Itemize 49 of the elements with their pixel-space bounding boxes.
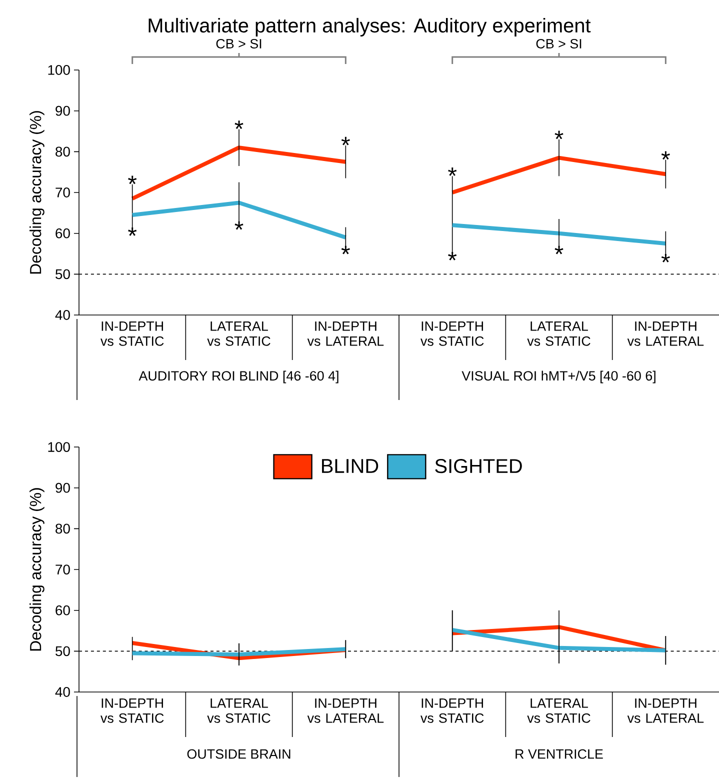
data-label: *: [661, 151, 670, 160]
text: OUTSIDE BRAIN: [187, 749, 290, 759]
x-tick-label: IN-DEPTH vs STATIC: [420, 322, 484, 346]
data-label: *: [554, 246, 564, 254]
x-tick-label: LATERAL vs STATIC: [527, 322, 590, 346]
x-tick-label: LATERAL vs STATIC: [207, 322, 270, 346]
y-tick-label: 100: [48, 442, 70, 452]
x-tick-label: LATERAL vs STATIC: [527, 698, 590, 723]
x-tick-label: IN-DEPTH vs STATIC: [100, 322, 164, 346]
x-tick-label: IN-DEPTH vs STATIC: [420, 698, 484, 723]
y-tick-label: 40: [55, 310, 70, 320]
data-label: *: [234, 120, 244, 129]
text: R VENTRICLE: [516, 749, 603, 759]
y-axis-title: Decoding accuracy (%): [30, 111, 44, 274]
y-tick-label: 50: [56, 646, 70, 656]
legend-label: BLIND: [322, 459, 378, 473]
data-label: *: [341, 246, 350, 254]
x-tick-label: IN-DEPTH vs LATERAL: [627, 322, 704, 346]
data-label: *: [128, 176, 137, 184]
text: AUDITORY ROI BLIND [46 -60 4]: [138, 370, 338, 384]
y-axis-title: Decoding accuracy (%): [30, 488, 44, 651]
data-label: *: [448, 168, 457, 176]
data-label: *: [661, 254, 670, 262]
chart-title: Multivariate pattern analyses: Auditory experiment: [148, 18, 591, 37]
data-label: *: [234, 221, 244, 230]
y-tick-label: 100: [48, 65, 70, 75]
y-tick-label: 40: [55, 687, 70, 697]
legend-label: SIGHTED: [435, 459, 522, 474]
y-tick-label: 70: [56, 564, 70, 574]
x-tick-label: IN-DEPTH vs STATIC: [100, 698, 164, 723]
x-tick-label: LATERAL vs STATIC: [207, 698, 270, 723]
x-tick-label: IN-DEPTH vs LATERAL: [627, 698, 704, 723]
y-tick-label: 50: [56, 269, 70, 280]
y-tick-label: 60: [56, 605, 70, 616]
x-tick-label: IN-DEPTH vs LATERAL: [307, 698, 384, 723]
y-tick-label: 80: [56, 524, 70, 534]
data-label: *: [128, 227, 137, 236]
x-tick-label: IN-DEPTH vs LATERAL: [307, 322, 384, 346]
data-label: *: [554, 130, 564, 140]
text: CB > SI: [536, 38, 582, 48]
y-tick-label: 90: [56, 482, 70, 493]
y-tick-label: 80: [56, 146, 70, 157]
y-tick-label: 60: [56, 228, 70, 238]
text: CB > SI: [216, 38, 262, 48]
data-label: *: [448, 252, 457, 260]
text: VISUAL ROI hMT+/V5 [40 -60 6]: [462, 370, 656, 384]
data-label: *: [341, 136, 350, 146]
y-tick-label: 70: [56, 188, 70, 198]
y-tick-label: 90: [56, 106, 70, 116]
